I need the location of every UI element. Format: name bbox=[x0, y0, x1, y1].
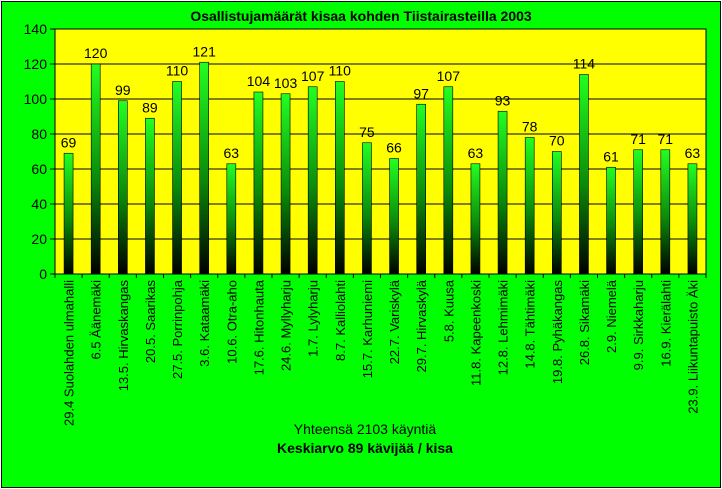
bar bbox=[579, 74, 589, 275]
data-label: 114 bbox=[573, 56, 596, 72]
bar bbox=[90, 63, 101, 275]
bar bbox=[118, 100, 128, 275]
bar bbox=[335, 81, 345, 275]
bar bbox=[226, 163, 237, 275]
plot-background bbox=[54, 28, 707, 275]
data-label: 103 bbox=[274, 75, 298, 91]
data-label: 107 bbox=[301, 68, 325, 84]
category-label: 6.5 Äänemäki bbox=[89, 280, 104, 360]
category-label: 2.9. Niemelä bbox=[604, 279, 619, 353]
bar bbox=[280, 93, 291, 275]
category-label: 3.6. Kataamäki bbox=[197, 280, 212, 367]
bar bbox=[145, 117, 155, 275]
data-label: 89 bbox=[142, 99, 158, 115]
bar bbox=[389, 158, 399, 275]
category-label: 26.8. Sikamäki bbox=[577, 280, 592, 365]
data-label: 61 bbox=[603, 148, 619, 164]
category-label: 29.7. Hirvaskylä bbox=[414, 279, 429, 372]
data-label: 110 bbox=[166, 63, 189, 79]
bar bbox=[687, 163, 698, 275]
category-label: 16.9. Kierälahti bbox=[658, 280, 673, 367]
data-label: 104 bbox=[247, 73, 271, 89]
category-label: 23.9. Liikuntapuisto Äki bbox=[685, 280, 700, 414]
category-label: 19.8. Pyhäkangas bbox=[550, 280, 565, 385]
category-label: 29.4 Suolahden ulmahalli bbox=[62, 280, 77, 426]
bar bbox=[497, 110, 508, 275]
data-label: 121 bbox=[193, 43, 217, 59]
bar bbox=[606, 166, 616, 275]
data-label: 69 bbox=[61, 134, 77, 150]
footer-average: Keskiarvo 89 kävijää / kisa bbox=[277, 440, 453, 456]
data-label: 120 bbox=[84, 45, 108, 61]
bar bbox=[172, 81, 182, 275]
bar bbox=[524, 137, 535, 275]
y-tick-label: 20 bbox=[31, 231, 47, 247]
data-label: 66 bbox=[386, 140, 402, 156]
data-label: 71 bbox=[658, 131, 674, 147]
bar bbox=[633, 149, 643, 275]
data-label: 63 bbox=[468, 145, 484, 161]
category-label: 22.7. Variskylä bbox=[387, 279, 402, 364]
bar bbox=[362, 142, 372, 275]
data-label: 63 bbox=[685, 145, 701, 161]
bar bbox=[63, 152, 74, 275]
category-label: 17.6. Hitonhauta bbox=[251, 279, 266, 375]
category-label: 20.5. Saarikas bbox=[143, 280, 158, 364]
y-tick-label: 40 bbox=[31, 196, 47, 212]
category-label: 5.8. Kuusa bbox=[441, 279, 456, 342]
category-label: 15.7. Karhuniemi bbox=[360, 280, 375, 378]
data-label: 63 bbox=[224, 145, 240, 161]
category-label: 9.9. Sirkkaharju bbox=[631, 280, 646, 370]
footer-total: Yhteensä 2103 käyntiä bbox=[294, 421, 437, 437]
y-tick-label: 120 bbox=[24, 56, 48, 72]
y-tick-label: 80 bbox=[31, 126, 47, 142]
category-label: 1.7. Lylyharju bbox=[306, 280, 321, 357]
bar bbox=[199, 61, 209, 275]
data-label: 99 bbox=[115, 82, 131, 98]
bar bbox=[443, 86, 454, 275]
plot-area: 0 20 40 60 80 100 120 140 69 29.4 Suolahden ulmah… bbox=[24, 21, 707, 426]
category-label: 10.6. Otra-aho bbox=[224, 280, 239, 364]
y-tick-label: 0 bbox=[39, 266, 47, 282]
bar bbox=[416, 103, 426, 275]
category-label: 13.5. Hirvaskangas bbox=[116, 280, 131, 392]
bar bbox=[660, 149, 671, 275]
bar bbox=[307, 86, 318, 275]
category-label: 11.8. Kapeenkoski bbox=[468, 280, 483, 386]
data-label: 97 bbox=[413, 85, 429, 101]
category-label: 24.6. Myllyharju bbox=[279, 280, 294, 371]
category-label: 27.5. Porrinpohja bbox=[170, 279, 185, 379]
data-label: 110 bbox=[329, 63, 352, 79]
data-label: 107 bbox=[437, 68, 461, 84]
data-label: 75 bbox=[359, 124, 375, 140]
y-tick-label: 140 bbox=[24, 21, 48, 37]
category-label: 12.8. Lehmimäki bbox=[496, 280, 511, 375]
data-label: 93 bbox=[495, 92, 511, 108]
data-label: 70 bbox=[549, 133, 565, 149]
category-label: 14.8. Tähtimäki bbox=[523, 280, 538, 369]
bar bbox=[253, 91, 264, 275]
y-tick-label: 60 bbox=[31, 161, 47, 177]
bar bbox=[470, 163, 481, 275]
category-label: 8.7. Kalliolahti bbox=[333, 280, 348, 361]
y-tick-label: 100 bbox=[24, 91, 48, 107]
chart-title: Osallistujamäärät kisaa kohden Tiistaira… bbox=[190, 8, 532, 24]
data-label: 71 bbox=[630, 131, 646, 147]
data-label: 78 bbox=[522, 119, 538, 135]
bar bbox=[552, 151, 562, 275]
